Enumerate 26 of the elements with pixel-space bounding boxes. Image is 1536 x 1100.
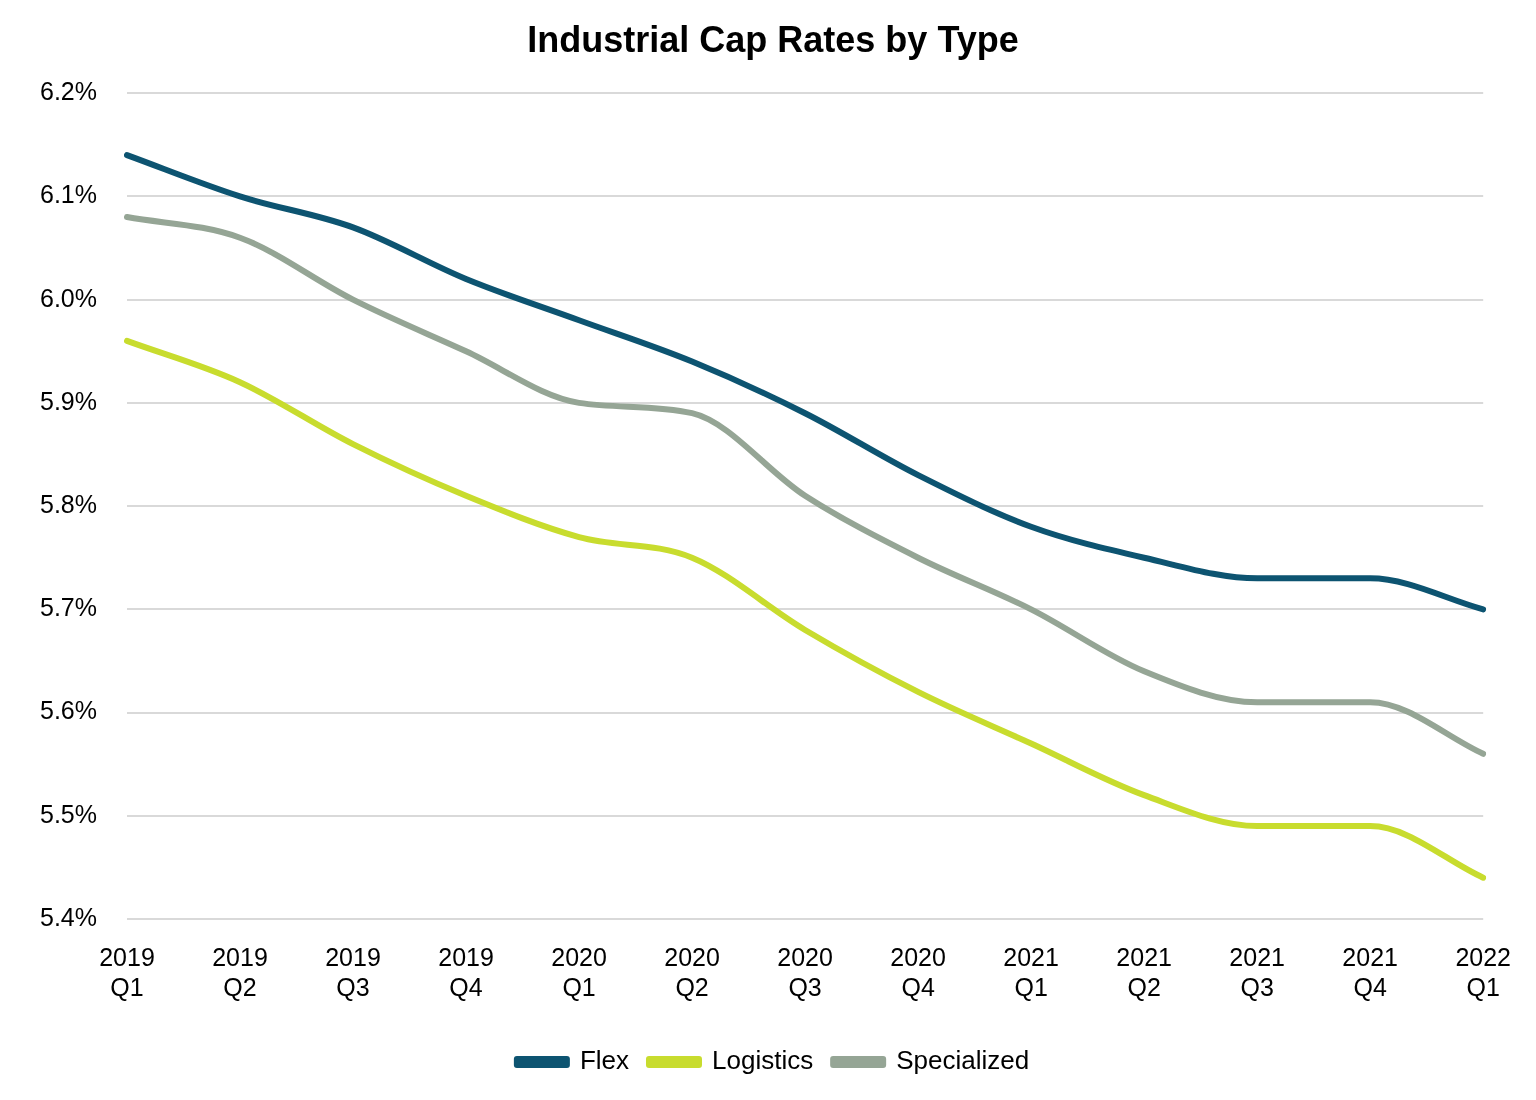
- x-tick-label: 2021 Q4: [1342, 942, 1398, 1001]
- y-tick-label: 6.2%: [40, 77, 97, 106]
- x-tick-label: 2020 Q4: [890, 942, 946, 1001]
- x-tick-label: 2019 Q2: [212, 942, 268, 1001]
- legend-label: Flex: [579, 1045, 629, 1076]
- x-tick-label: 2020 Q2: [664, 942, 720, 1001]
- y-tick-label: 5.7%: [40, 593, 97, 622]
- chart-title: Industrial Cap Rates by Type: [527, 18, 1019, 60]
- y-tick-label: 5.5%: [40, 799, 97, 828]
- x-tick-label: 2019 Q4: [438, 942, 494, 1001]
- x-tick-label: 2021 Q2: [1116, 942, 1172, 1001]
- x-tick-label: 2020 Q3: [777, 942, 833, 1001]
- y-tick-label: 5.6%: [40, 696, 97, 725]
- y-tick-label: 6.0%: [40, 283, 97, 312]
- y-tick-label: 5.8%: [40, 489, 97, 518]
- x-tick-label: 2019 Q3: [325, 942, 381, 1001]
- y-tick-label: 5.4%: [40, 902, 97, 931]
- x-tick-label: 2021 Q1: [1003, 942, 1059, 1001]
- y-tick-label: 5.9%: [40, 386, 97, 415]
- x-tick-label: 2019 Q1: [99, 942, 155, 1001]
- x-tick-label: 2020 Q1: [551, 942, 607, 1001]
- legend-label: Logistics: [712, 1045, 814, 1076]
- x-tick-label: 2022 Q1: [1455, 942, 1511, 1001]
- y-tick-label: 6.1%: [40, 180, 97, 209]
- x-tick-label: 2021 Q3: [1229, 942, 1285, 1001]
- legend-label: Specialized: [896, 1045, 1030, 1076]
